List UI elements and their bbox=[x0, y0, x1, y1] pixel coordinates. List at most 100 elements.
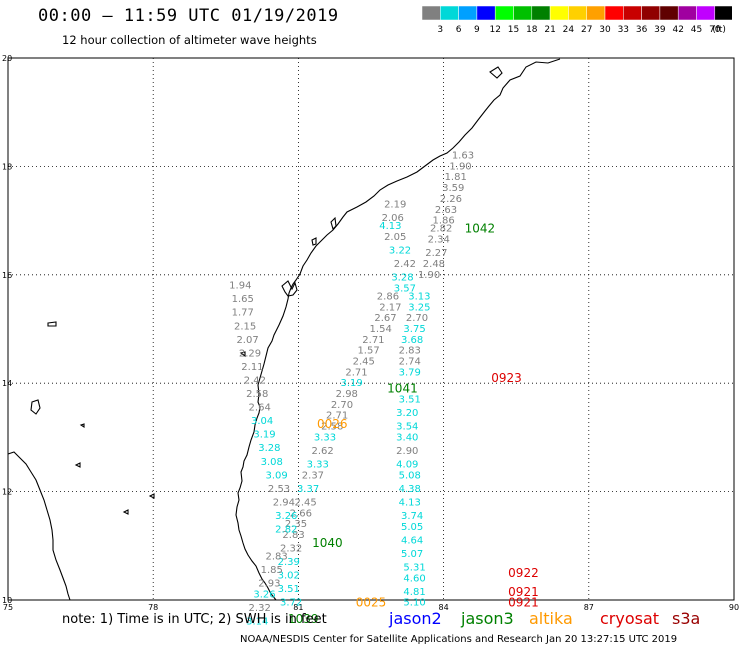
wave-height-value: 2.07 bbox=[236, 335, 258, 346]
coastal-island-1 bbox=[330, 216, 337, 231]
wave-height-value: 2.11 bbox=[241, 362, 263, 373]
lat-lon-grid bbox=[8, 58, 734, 600]
lat-tick-label: 10 bbox=[2, 596, 12, 605]
scale-label: 30 bbox=[599, 25, 611, 35]
wave-height-value: 2.27 bbox=[425, 248, 447, 259]
wave-height-value: 1.85 bbox=[261, 565, 283, 576]
india-east-coast bbox=[235, 58, 561, 601]
wave-height-value: 2.71 bbox=[362, 335, 384, 346]
wave-height-value: 2.93 bbox=[258, 579, 280, 590]
wave-height-value: 3.28 bbox=[258, 443, 280, 454]
pass-time-label: 0025 bbox=[356, 596, 387, 610]
island-d bbox=[122, 509, 129, 515]
footer-credit: NOAA/NESDIS Center for Satellite Applica… bbox=[240, 634, 678, 645]
wave-height-value: 2.45 bbox=[295, 497, 317, 508]
wave-height-value: 2.67 bbox=[374, 313, 396, 324]
scale-label: 39 bbox=[654, 25, 666, 35]
wave-height-value: 4.13 bbox=[399, 497, 421, 508]
axis-tick-labels: 75 78 81 84 87 90 20 18 16 14 12 10 bbox=[2, 54, 739, 612]
wave-height-value: 2.34 bbox=[428, 235, 450, 246]
wave-height-value: 3.22 bbox=[389, 245, 411, 256]
map-frame bbox=[7, 57, 735, 601]
wave-height-value: 2.42 bbox=[244, 375, 266, 386]
wave-height-value: 2.82 bbox=[430, 224, 452, 235]
wave-height-value: 3.13 bbox=[408, 291, 430, 302]
wave-height-value: 2.32 bbox=[249, 603, 271, 614]
scale-label: 15 bbox=[508, 25, 519, 35]
wave-height-value: 2.42 bbox=[394, 259, 416, 270]
map-title: 00:00 – 11:59 UTC 01/19/2019 bbox=[38, 6, 339, 26]
wave-height-value: 3.09 bbox=[265, 470, 287, 481]
wave-height-value: 5.10 bbox=[403, 598, 425, 609]
scale-label: 33 bbox=[618, 25, 629, 35]
wave-height-value: 3.79 bbox=[399, 367, 421, 378]
wave-height-value: 3.51 bbox=[278, 584, 300, 595]
wave-height-value: 2.35 bbox=[285, 519, 307, 530]
lon-tick-label: 81 bbox=[293, 603, 303, 612]
lon-tick-label: 90 bbox=[729, 603, 739, 612]
island-b bbox=[30, 399, 41, 415]
island-a bbox=[47, 321, 57, 327]
wave-height-value: 3.37 bbox=[297, 484, 319, 495]
wave-height-value: 2.48 bbox=[423, 259, 445, 270]
wave-height-value: 2.26 bbox=[440, 194, 462, 205]
wave-height-value: 2.98 bbox=[336, 389, 358, 400]
wave-height-value: 5.07 bbox=[401, 549, 423, 560]
wave-height-value: 3.40 bbox=[396, 432, 418, 443]
wave-height-value: 3.08 bbox=[261, 457, 283, 468]
wave-height-value: 3.28 bbox=[391, 273, 413, 284]
pass-time-label: 0921 bbox=[508, 596, 539, 610]
wave-height-color-scale: 3 6 9 12 15 18 21 24 27 30 33 36 39 42 45 70(ft) bbox=[422, 6, 732, 35]
scale-label: (ft) bbox=[712, 25, 726, 35]
wave-height-value: 2.39 bbox=[278, 557, 300, 568]
godavari-delta bbox=[281, 280, 298, 297]
scale-label: 45 bbox=[691, 25, 702, 35]
lat-tick-label: 20 bbox=[2, 54, 12, 63]
wave-height-value: 2.58 bbox=[321, 422, 343, 433]
wave-height-value: 3.59 bbox=[442, 183, 464, 194]
wave-height-value: 2.94 bbox=[273, 497, 295, 508]
scale-label: 27 bbox=[581, 25, 592, 35]
wave-height-value: 2.64 bbox=[249, 403, 271, 414]
wave-height-value: 3.04 bbox=[251, 416, 273, 427]
island-c bbox=[74, 462, 81, 468]
wave-height-value: 2.83 bbox=[282, 530, 304, 541]
scale-label: 18 bbox=[526, 25, 538, 35]
wave-height-value: 4.38 bbox=[399, 484, 421, 495]
wave-height-value: 1.77 bbox=[232, 308, 254, 319]
wave-height-value: 2.06 bbox=[382, 213, 404, 224]
wave-height-value: 2.71 bbox=[345, 367, 367, 378]
wave-height-value: 2.19 bbox=[384, 199, 406, 210]
scale-label: 36 bbox=[636, 25, 648, 35]
wave-height-value: 3.19 bbox=[253, 430, 275, 441]
wave-height-value: 2.62 bbox=[311, 446, 333, 457]
island-f bbox=[239, 351, 246, 358]
wave-height-value: 2.32 bbox=[280, 544, 302, 555]
scale-label: 9 bbox=[474, 25, 480, 35]
pass-time-label: 0923 bbox=[491, 371, 522, 385]
legend-jason3: jason3 bbox=[461, 609, 514, 628]
wave-height-value: 2.70 bbox=[331, 400, 353, 411]
wave-height-value: 3.74 bbox=[401, 511, 423, 522]
legend-s3a: s3a bbox=[672, 609, 701, 628]
lat-tick-label: 16 bbox=[2, 271, 12, 280]
wave-height-value: 1.90 bbox=[418, 270, 440, 281]
wave-height-value: 3.26 bbox=[275, 511, 297, 522]
wave-height-value: 2.83 bbox=[399, 346, 421, 357]
wave-height-value: 2.83 bbox=[265, 552, 287, 563]
wave-height-value: 1.94 bbox=[229, 281, 251, 292]
legend-altika: altika bbox=[529, 609, 573, 628]
wave-height-value: 3.26 bbox=[253, 590, 275, 601]
wave-height-value: 2.29 bbox=[239, 348, 261, 359]
wave-height-value: 3.54 bbox=[396, 422, 418, 433]
pass-time-label: 1040 bbox=[312, 536, 343, 550]
scale-label: 6 bbox=[456, 25, 462, 35]
scale-label: 42 bbox=[672, 25, 683, 35]
wave-height-value: 1.81 bbox=[445, 172, 467, 183]
lon-tick-label: 75 bbox=[3, 603, 13, 612]
wave-height-value: 3.02 bbox=[278, 571, 300, 582]
wave-height-value: 3.20 bbox=[396, 408, 418, 419]
wave-height-value: 3.57 bbox=[394, 283, 416, 294]
